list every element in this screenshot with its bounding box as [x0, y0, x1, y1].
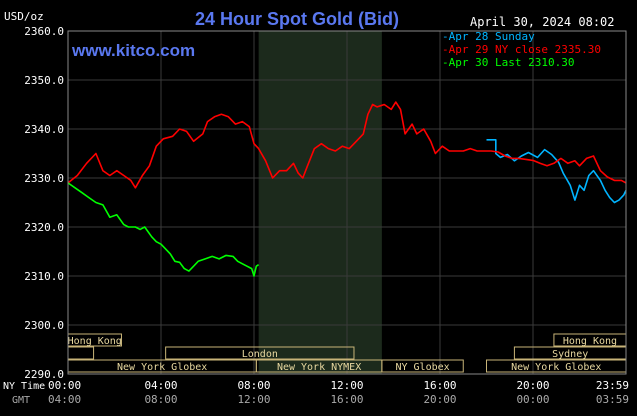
gmt-row-label: GMT: [12, 395, 30, 406]
watermark: www.kitco.com: [71, 41, 195, 60]
x-tick-label-ny: 00:00: [48, 379, 81, 392]
series-line-0: [486, 139, 627, 204]
session-label: New York Globex: [511, 362, 601, 373]
legend-entry: -Apr 29 NY close 2335.30: [442, 43, 601, 56]
x-tick-label-gmt: 16:00: [330, 393, 363, 406]
series-line-2: [67, 182, 260, 277]
session-label: New York Globex: [117, 362, 207, 373]
x-tick-label-ny: 23:59: [596, 379, 629, 392]
y-tick-label: 2290.0: [24, 368, 64, 381]
y-tick-label: 2310.0: [24, 270, 64, 283]
plot-frame: [67, 30, 627, 375]
session-label: Hong Kong: [563, 336, 617, 347]
session-bar: [165, 346, 355, 360]
x-tick-label-gmt: 12:00: [237, 393, 270, 406]
unit-label: USD/oz: [4, 10, 44, 23]
series-lines: [67, 101, 627, 277]
x-tick-label-ny: 04:00: [144, 379, 177, 392]
x-tick-label-gmt: 00:00: [516, 393, 549, 406]
session-label: Sydney: [552, 349, 588, 360]
date-stamp: April 30, 2024 08:02: [470, 15, 615, 29]
chart-title: 24 Hour Spot Gold (Bid): [195, 9, 399, 29]
x-tick-label-ny: 20:00: [516, 379, 549, 392]
x-tick-label-gmt: 03:59: [596, 393, 629, 406]
y-tick-label: 2360.0: [24, 25, 64, 38]
ny-time-row-label: NY Time: [3, 381, 45, 392]
legend-entry: -Apr 30 Last 2310.30: [442, 56, 574, 69]
x-tick-label-gmt: 08:00: [144, 393, 177, 406]
y-tick-label: 2330.0: [24, 172, 64, 185]
session-label: New York NYMEX: [277, 362, 361, 373]
series-line-1: [67, 101, 627, 189]
x-tick-label-gmt: 04:00: [48, 393, 81, 406]
legend-entry: -Apr 28 Sunday: [442, 30, 535, 43]
x-tick-label-ny: 16:00: [423, 379, 456, 392]
nymex-shade: [258, 31, 382, 374]
y-tick-label: 2340.0: [24, 123, 64, 136]
x-tick-label-gmt: 20:00: [423, 393, 456, 406]
session-bar: [381, 359, 464, 373]
session-label: Hong Kong: [68, 336, 122, 347]
session-label: NY Globex: [395, 362, 449, 373]
x-tick-label-ny: 08:00: [237, 379, 270, 392]
x-tick-label-ny: 12:00: [330, 379, 363, 392]
y-tick-label: 2320.0: [24, 221, 64, 234]
y-axis-ticks: 2290.0 2300.0 2310.0 2320.0 2330.0 2340.0 2350…: [24, 25, 64, 381]
y-tick-label: 2300.0: [24, 319, 64, 332]
session-label: London: [242, 349, 278, 360]
x-axis-ticks: 00:0004:0004:0008:0008:0012:0012:0016:00…: [48, 379, 629, 406]
session-bars: Hong Kong London New York Globex New York N…: [67, 333, 627, 373]
legend: -Apr 28 Sunday-Apr 29 NY close 2335.30-A…: [442, 30, 601, 69]
y-tick-label: 2350.0: [24, 74, 64, 87]
